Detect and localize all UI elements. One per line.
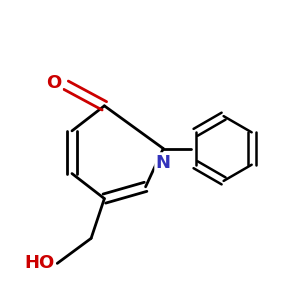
Text: HO: HO	[24, 254, 54, 272]
Text: O: O	[46, 74, 61, 92]
Text: N: N	[156, 154, 171, 172]
